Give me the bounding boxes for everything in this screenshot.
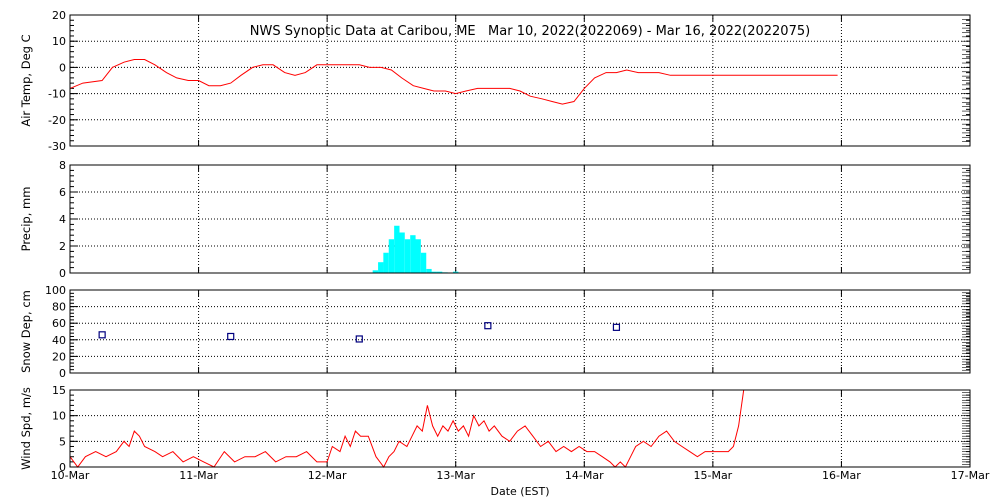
precip-bar	[415, 239, 421, 273]
snow-point	[98, 331, 106, 339]
y-tick-label: 60	[52, 317, 66, 330]
precip-bar	[426, 268, 432, 273]
x-tick-label: 10-Mar	[51, 469, 90, 482]
snow-point	[355, 335, 363, 343]
precip-bar	[388, 239, 395, 273]
x-tick-labels: 10-Mar 11-Mar 12-Mar 13-Mar 14-Mar 15-Mar 16-M…	[51, 469, 990, 482]
y-tick-label: 40	[52, 334, 66, 347]
y-tick-label: 4	[59, 213, 66, 226]
x-tick-label: 17-Mar	[951, 469, 990, 482]
precip-bar	[394, 225, 400, 273]
y-tick-label: 0	[59, 61, 66, 74]
precip-bar	[399, 232, 405, 273]
y-tick-label: -10	[48, 88, 66, 101]
y-tick-label: 0	[59, 367, 66, 380]
snow-point	[227, 332, 235, 341]
y-tick-label: 8	[59, 159, 66, 172]
precip-bar	[436, 271, 443, 273]
precip-bar	[372, 270, 379, 273]
panel-frame	[69, 14, 971, 147]
y-tick-label: 0	[59, 267, 66, 280]
x-axis-label: Date (EST)	[490, 485, 549, 498]
y-tick-label: 0	[59, 461, 66, 474]
x-tick-label: 12-Mar	[308, 469, 347, 482]
panel-4: 15 10 5 0 Wind Spd, m/s	[19, 384, 971, 474]
snow-point	[612, 323, 621, 331]
x-tick-label: 14-Mar	[565, 469, 604, 482]
y-tick-label: 5	[59, 435, 66, 448]
y-axis-label: Snow Dep, cm	[19, 290, 33, 373]
precip-bar	[383, 252, 389, 273]
precip-bar	[378, 262, 384, 273]
x-tick-label: 13-Mar	[436, 469, 475, 482]
panel-frame	[69, 289, 971, 374]
panel-frame	[69, 389, 971, 468]
panel-2: 8 6 4 2 0 Precip, mm	[19, 159, 971, 280]
y-tick-label: 2	[59, 240, 66, 253]
series-line	[69, 389, 745, 468]
x-tick-label: 16-Mar	[822, 469, 861, 482]
y-axis-label: Air Temp, Deg C	[19, 34, 33, 126]
y-tick-label: 15	[52, 384, 66, 397]
y-tick-label: 100	[45, 284, 66, 297]
y-tick-label: 10	[52, 410, 66, 423]
precip-bar	[453, 271, 459, 273]
chart-title: NWS Synoptic Data at Caribou, ME Mar 10,…	[250, 24, 810, 39]
y-tick-label: 20	[52, 350, 66, 363]
x-tick-label: 11-Mar	[179, 469, 218, 482]
y-tick-label: 20	[52, 9, 66, 22]
y-tick-label: -30	[48, 140, 66, 153]
y-tick-label: -20	[48, 114, 66, 127]
y-tick-label: 10	[52, 35, 66, 48]
precip-bar	[410, 235, 416, 273]
series-line	[69, 59, 838, 105]
precip-bar	[404, 239, 411, 273]
precip-bar	[431, 271, 437, 273]
snow-point	[484, 322, 492, 330]
panel-3: 100 80 60 40 20 0 Snow Dep, cm	[19, 284, 971, 380]
x-tick-label: 15-Mar	[693, 469, 732, 482]
y-tick-label: 80	[52, 301, 66, 314]
y-axis-label: Precip, mm	[19, 187, 33, 252]
panel-frame	[69, 164, 971, 274]
panel-1: 20 10 0 -10 -20 -30 Air Temp, Deg C	[19, 9, 971, 153]
precip-bar	[420, 252, 427, 273]
y-axis-label: Wind Spd, m/s	[19, 387, 33, 470]
y-tick-label: 6	[59, 186, 66, 199]
